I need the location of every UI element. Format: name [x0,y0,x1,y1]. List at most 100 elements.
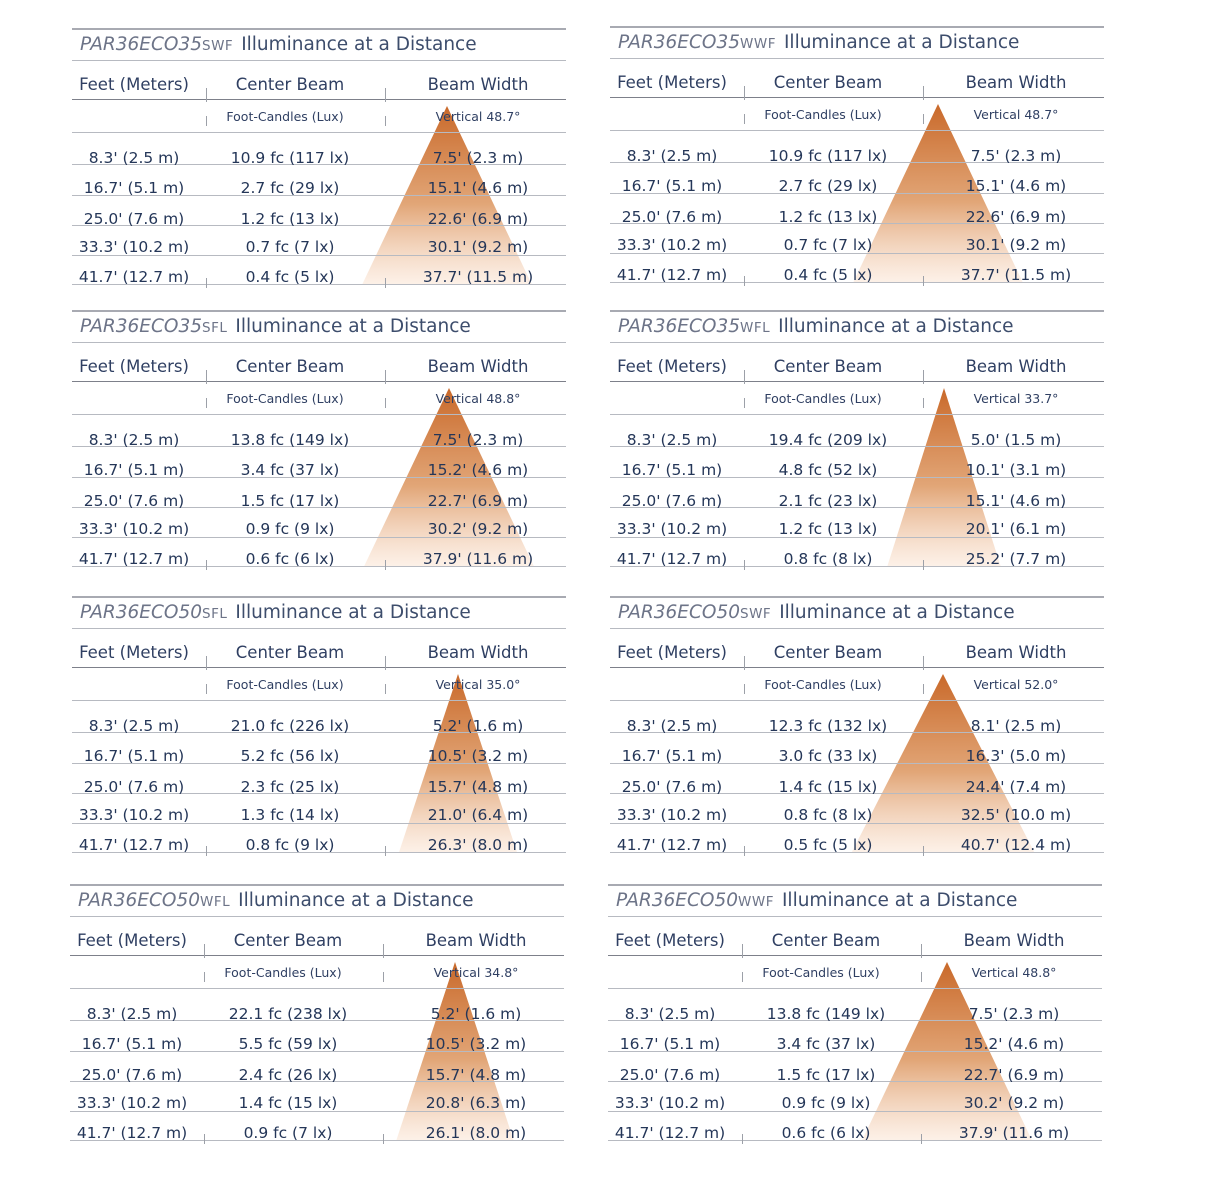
chart-panel: PAR36ECO50SWF Illuminance at a Distance Fe… [610,596,1104,856]
model-name: PAR36ECO35 [80,316,202,337]
row-divider [610,414,1104,415]
title-rule [72,628,566,629]
col-header-width: Beam Width [965,357,1067,376]
row-divider [608,1140,1102,1141]
column-tick [742,972,743,982]
subheader-vertical-angle: Vertical 33.7° [973,391,1059,406]
cell-center-beam: 0.4 fc (5 lx) [783,266,873,284]
row-divider [610,793,1104,794]
cell-center-beam: 1.5 fc (17 lx) [240,492,340,510]
title-text: Illuminance at a Distance [783,32,1020,53]
col-header-distance: Feet (Meters) [79,643,189,662]
cell-center-beam: 3.4 fc (37 lx) [240,461,340,479]
row-divider [610,477,1104,478]
cell-beam-width: 5.2' (1.6 m) [432,717,524,735]
column-tick [744,114,745,124]
cell-center-beam: 4.8 fc (52 lx) [778,461,878,479]
cell-distance: 16.7' (5.1 m) [81,1035,183,1053]
column-tick [385,684,386,694]
chart-panel: PAR36ECO35WFL Illuminance at a Distance Fe… [610,310,1104,570]
cell-beam-width: 15.1' (4.6 m) [427,179,529,197]
cell-beam-width: 32.5' (10.0 m) [960,806,1072,824]
row-divider [72,732,566,733]
cell-distance: 8.3' (2.5 m) [626,717,718,735]
column-tick [206,88,207,102]
cell-center-beam: 2.7 fc (29 lx) [778,177,878,195]
cell-center-beam: 13.8 fc (149 lx) [230,431,350,449]
col-header-width: Beam Width [427,643,529,662]
chart-panel: PAR36ECO35WWF Illuminance at a Distance Fe… [610,26,1104,286]
model-name: PAR36ECO35 [618,316,740,337]
row-divider [72,793,566,794]
cell-beam-width: 21.0' (6.4 m) [427,806,529,824]
row-divider [70,1111,564,1112]
subheader-vertical-angle: Vertical 48.8° [971,965,1057,980]
cell-center-beam: 0.9 fc (7 lx) [243,1124,333,1142]
subheader-vertical-angle: Vertical 52.0° [973,677,1059,692]
panel-title: PAR36ECO50SFL Illuminance at a Distance [80,602,471,623]
top-rule [610,310,1104,312]
title-text: Illuminance at a Distance [778,316,1014,337]
chart-panel: PAR36ECO50WFL Illuminance at a Distance Fe… [70,884,564,1144]
column-tick [742,944,743,958]
row-divider [610,566,1104,567]
column-tick [923,276,924,286]
column-tick [206,116,207,126]
column-tick [921,1134,922,1144]
row-divider [72,284,566,285]
header-rule [72,99,566,100]
subheader-vertical-angle: Vertical 34.8° [433,965,519,980]
cell-beam-width: 7.5' (2.3 m) [968,1005,1060,1023]
cell-distance: 41.7' (12.7 m) [78,268,190,286]
row-divider [610,162,1104,163]
row-divider [608,1111,1102,1112]
cell-distance: 8.3' (2.5 m) [88,149,180,167]
column-tick [742,1134,743,1144]
header-rule [610,381,1104,382]
row-divider [70,1140,564,1141]
subheader-footcandles: Foot-Candles (Lux) [226,391,344,406]
top-rule [72,596,566,598]
panel-title: PAR36ECO50WFL Illuminance at a Distance [78,890,474,911]
row-divider [610,446,1104,447]
column-tick [385,278,386,288]
row-divider [72,446,566,447]
cell-center-beam: 1.3 fc (14 lx) [240,806,340,824]
top-rule [610,596,1104,598]
cell-distance: 8.3' (2.5 m) [624,1005,716,1023]
col-header-distance: Feet (Meters) [617,643,727,662]
column-tick [744,86,745,100]
column-tick [204,972,205,982]
row-divider [72,225,566,226]
title-text: Illuminance at a Distance [235,316,471,337]
cell-center-beam: 0.9 fc (9 lx) [781,1094,871,1112]
col-header-width: Beam Width [427,357,529,376]
cell-beam-width: 15.1' (4.6 m) [965,177,1067,195]
panel-title: PAR36ECO35WWF Illuminance at a Distance [618,32,1019,53]
subheader-footcandles: Foot-Candles (Lux) [226,677,344,692]
cell-distance: 33.3' (10.2 m) [616,520,728,538]
cell-beam-width: 30.1' (9.2 m) [427,238,529,256]
title-rule [610,342,1104,343]
cell-center-beam: 10.9 fc (117 lx) [230,149,350,167]
cell-beam-width: 37.9' (11.6 m) [422,550,534,568]
title-rule [70,916,564,917]
row-divider [70,988,564,989]
column-tick [744,846,745,856]
top-rule [610,26,1104,28]
panel-title: PAR36ECO50SWF Illuminance at a Distance [618,602,1015,623]
cell-beam-width: 30.2' (9.2 m) [963,1094,1065,1112]
col-header-center: Center Beam [235,357,345,376]
row-divider [70,1020,564,1021]
chart-panel: PAR36ECO50SFL Illuminance at a Distance Fe… [72,596,566,856]
title-rule [610,58,1104,59]
model-suffix: SWF [202,38,234,54]
row-divider [608,988,1102,989]
cell-distance: 41.7' (12.7 m) [76,1124,188,1142]
row-divider [610,537,1104,538]
column-tick [744,656,745,670]
column-tick [923,846,924,856]
column-tick [923,114,924,124]
row-divider [610,282,1104,283]
row-divider [610,253,1104,254]
